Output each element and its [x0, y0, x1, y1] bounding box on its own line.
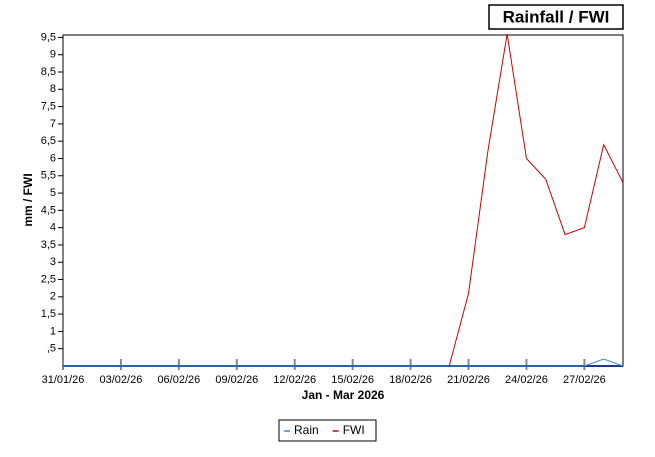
y-tick-label: 5	[50, 187, 56, 199]
y-tick-label: 1,5	[41, 308, 56, 320]
y-tick-label: 7	[50, 118, 56, 130]
y-tick-label: 6,5	[41, 135, 56, 147]
chart-title: Rainfall / FWI	[503, 7, 610, 26]
series-line	[448, 33, 624, 367]
y-tick-label: 6	[50, 152, 56, 164]
y-tick-label: 7,5	[41, 101, 56, 113]
x-tick-label: 18/02/26	[389, 374, 432, 386]
series-line	[63, 358, 624, 367]
y-tick-label: 8,5	[41, 66, 56, 78]
x-tick-label: 09/02/26	[215, 374, 258, 386]
y-tick-label: 4	[50, 222, 56, 234]
legend-label: Rain	[294, 423, 319, 437]
x-tick-label: 31/01/26	[42, 374, 85, 386]
plot-area	[62, 34, 624, 367]
title-box	[488, 4, 624, 30]
x-tick-label: 06/02/26	[157, 374, 200, 386]
y-tick-label: 9,5	[41, 31, 56, 43]
y-axis-label: mm / FWI	[21, 173, 35, 226]
legend	[278, 419, 377, 442]
legend-label: FWI	[343, 423, 365, 437]
x-tick-label: 27/02/26	[563, 374, 606, 386]
y-tick-label: 5,5	[41, 170, 56, 182]
y-tick-label: 2,5	[41, 273, 56, 285]
x-tick-label: 12/02/26	[273, 374, 316, 386]
x-tick-label: 24/02/26	[505, 374, 548, 386]
y-tick-label: 2	[50, 291, 56, 303]
y-tick-label: 8	[50, 83, 56, 95]
x-tick-label: 21/02/26	[447, 374, 490, 386]
x-axis-label: Jan - Mar 2026	[302, 388, 385, 402]
y-tick-label: 3	[50, 256, 56, 268]
x-tick-label: 03/02/26	[100, 374, 143, 386]
y-tick-label: 4,5	[41, 204, 56, 216]
y-tick-label: 1	[50, 325, 56, 337]
y-tick-label: 3,5	[41, 239, 56, 251]
y-tick-label: 9	[50, 49, 56, 61]
y-tick-label: ,5	[47, 343, 56, 355]
x-tick-label: 15/02/26	[331, 374, 374, 386]
